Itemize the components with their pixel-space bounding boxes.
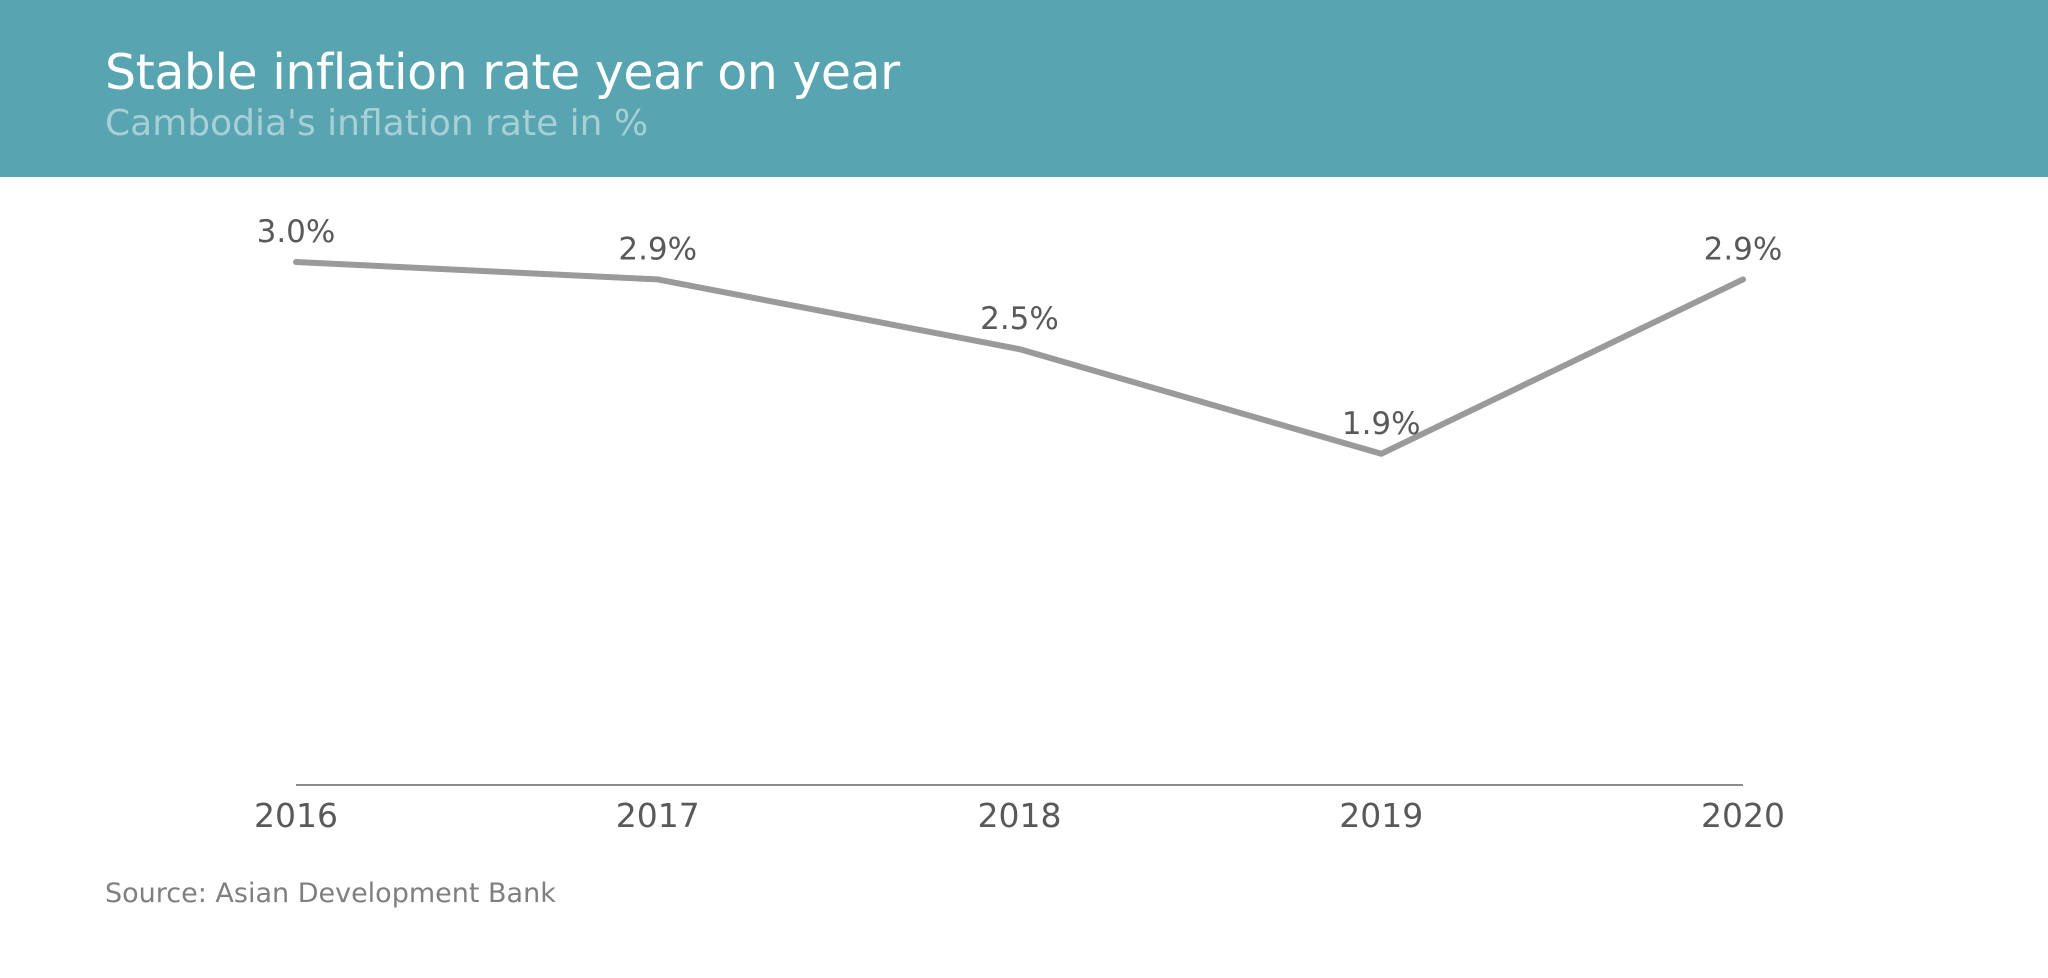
x-tick-label-2017: 2017 <box>616 796 700 835</box>
x-tick-label-2019: 2019 <box>1339 796 1423 835</box>
source-note: Source: Asian Development Bank <box>105 878 556 909</box>
data-label-2018: 2.5% <box>980 301 1059 337</box>
x-tick-label-2018: 2018 <box>978 796 1062 835</box>
data-label-2019: 1.9% <box>1342 406 1421 442</box>
data-label-2016: 3.0% <box>257 214 336 250</box>
data-label-2017: 2.9% <box>618 231 697 267</box>
data-label-2020: 2.9% <box>1704 231 1783 267</box>
x-tick-label-2016: 2016 <box>254 796 338 835</box>
chart-title: Stable inflation rate year on year <box>105 44 900 101</box>
chart-header <box>0 0 2048 177</box>
chart-subtitle: Cambodia's inflation rate in % <box>105 103 649 144</box>
x-tick-label-2020: 2020 <box>1701 796 1785 835</box>
series-line <box>293 259 1746 457</box>
